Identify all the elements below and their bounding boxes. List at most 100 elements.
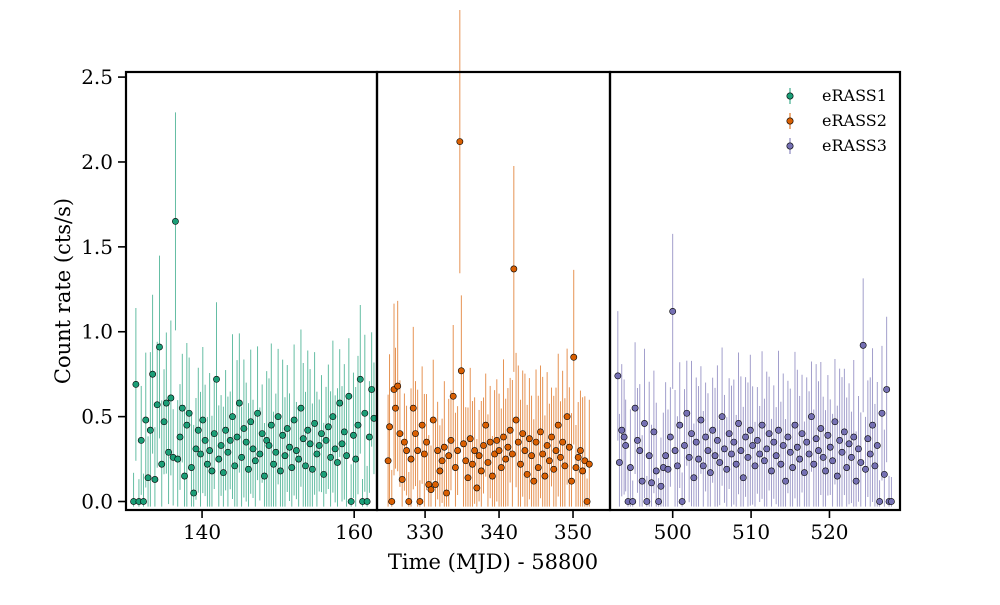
data-point xyxy=(685,453,693,461)
data-point xyxy=(530,477,538,485)
data-point xyxy=(457,367,465,375)
data-point xyxy=(261,472,268,480)
y-tick-label: 0.5 xyxy=(81,405,113,429)
data-point xyxy=(210,430,218,438)
data-point xyxy=(149,370,157,378)
panel-frame-eRASS2 xyxy=(375,70,612,512)
data-point xyxy=(718,413,726,421)
x-tick-label: 350 xyxy=(554,520,592,544)
data-point xyxy=(838,448,846,456)
data-point xyxy=(559,438,567,446)
data-point xyxy=(545,457,553,465)
data-point xyxy=(192,445,200,453)
data-point xyxy=(791,421,799,429)
data-point xyxy=(197,450,204,458)
data-point xyxy=(786,448,794,456)
data-point xyxy=(217,442,225,449)
data-point xyxy=(721,445,728,453)
data-point xyxy=(815,447,822,454)
data-point xyxy=(206,447,214,454)
data-point xyxy=(695,455,702,463)
data-point xyxy=(692,438,700,446)
data-point xyxy=(132,380,140,388)
data-point xyxy=(800,469,808,477)
data-point xyxy=(475,452,483,460)
panel-eRASS1-series xyxy=(130,112,378,507)
data-point xyxy=(304,426,312,434)
data-point xyxy=(400,438,408,446)
data-point xyxy=(887,498,895,505)
data-point xyxy=(469,460,476,468)
data-point xyxy=(488,472,496,480)
data-point xyxy=(185,409,193,417)
data-point xyxy=(634,436,641,444)
data-point xyxy=(347,498,355,505)
data-point xyxy=(683,409,691,417)
data-point xyxy=(327,453,335,461)
data-point xyxy=(561,462,569,470)
data-point xyxy=(201,436,209,444)
data-point xyxy=(251,457,259,465)
data-point xyxy=(756,450,764,458)
data-point xyxy=(140,498,147,505)
data-point xyxy=(308,465,316,473)
data-point xyxy=(770,438,778,446)
x-tick-label: 510 xyxy=(732,520,770,544)
legend: eRASS1 eRASS2 eRASS3 xyxy=(786,86,887,155)
data-point xyxy=(855,445,862,453)
data-point xyxy=(521,447,529,454)
data-point xyxy=(279,431,287,439)
data-point xyxy=(416,498,424,505)
x-tick-label: 140 xyxy=(183,520,221,544)
data-point xyxy=(697,416,705,424)
data-point xyxy=(297,404,305,412)
data-point xyxy=(848,453,855,461)
data-point xyxy=(407,455,415,463)
data-point xyxy=(464,474,472,482)
data-point xyxy=(817,425,825,432)
data-point xyxy=(320,470,328,478)
data-point xyxy=(409,404,417,412)
data-point xyxy=(808,413,815,421)
data-point xyxy=(534,464,542,471)
data-point xyxy=(737,447,745,454)
data-point xyxy=(641,420,648,427)
data-point xyxy=(796,455,804,463)
data-point xyxy=(869,421,876,429)
data-point xyxy=(414,447,422,454)
x-tick-label: 160 xyxy=(335,520,373,544)
data-point xyxy=(510,265,518,273)
data-point xyxy=(363,498,371,505)
data-point xyxy=(803,438,811,446)
data-point xyxy=(356,375,364,383)
data-point xyxy=(491,450,499,458)
data-point xyxy=(329,413,337,421)
data-point xyxy=(652,467,660,475)
data-point xyxy=(167,394,175,402)
y-axis-title: Count rate (cts/s) xyxy=(51,198,75,384)
legend-label-eRASS2: eRASS2 xyxy=(822,111,887,130)
data-point xyxy=(789,464,797,471)
data-point xyxy=(322,436,330,444)
data-point xyxy=(709,426,717,434)
data-point xyxy=(445,452,453,460)
data-point xyxy=(678,498,686,505)
x-tick-label: 520 xyxy=(810,520,848,544)
data-point xyxy=(626,464,634,471)
data-point xyxy=(432,481,439,488)
data-point xyxy=(504,443,512,451)
y-tick-label: 2.5 xyxy=(81,65,113,89)
data-point xyxy=(384,457,392,465)
data-point xyxy=(454,447,462,454)
data-point xyxy=(247,418,255,426)
data-point xyxy=(338,440,346,448)
data-point xyxy=(361,409,369,417)
data-point xyxy=(568,477,575,485)
data-point xyxy=(471,447,479,454)
axes: 140 160 330 340 350 500 510 520 0.0 0.5 1.0 1.5 2.0 2… xyxy=(81,65,848,544)
data-point xyxy=(178,404,186,412)
data-point xyxy=(270,460,277,468)
data-point xyxy=(523,470,531,478)
data-point xyxy=(477,467,485,475)
